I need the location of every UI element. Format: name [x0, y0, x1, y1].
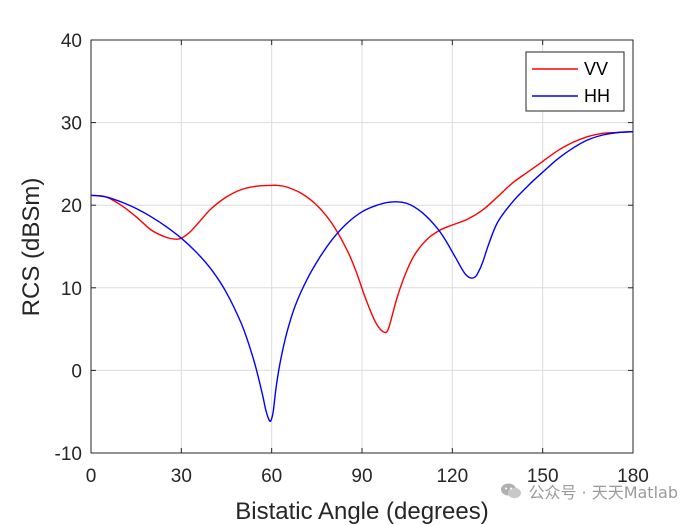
series-line-hh [90, 131, 634, 423]
series-line-vv [90, 131, 634, 334]
x-tick-label: 0 [86, 466, 97, 487]
y-tick-label: 30 [61, 114, 82, 135]
x-tick-label: 180 [617, 466, 649, 487]
grid-lines [91, 40, 633, 453]
x-tick-label: 150 [527, 466, 559, 487]
tick-marks [90, 39, 634, 454]
legend-label-vv: VV [584, 59, 608, 79]
wechat-icon [501, 483, 522, 499]
legend-label-hh: HH [584, 86, 610, 106]
y-tick-label: 40 [61, 31, 82, 52]
y-tick-label: 10 [61, 279, 82, 300]
y-tick-label: -10 [55, 444, 82, 465]
watermark-text: 公众号 · 天天Matlab [528, 483, 678, 502]
legend: VV HH [525, 51, 625, 112]
y-axis-title: RCS (dBSm) [18, 178, 45, 317]
y-tick-label: 20 [61, 196, 82, 217]
y-tick-label: 0 [71, 361, 82, 382]
x-tick-label: 90 [351, 466, 372, 487]
series-lines [90, 131, 634, 423]
legend-box [525, 51, 625, 112]
x-tick-label: 120 [436, 466, 468, 487]
watermark: 公众号 · 天天Matlab [500, 479, 678, 503]
x-tick-label: 60 [261, 466, 282, 487]
x-tick-label: 30 [171, 466, 192, 487]
x-axis-title: Bistatic Angle (degrees) [235, 498, 488, 525]
